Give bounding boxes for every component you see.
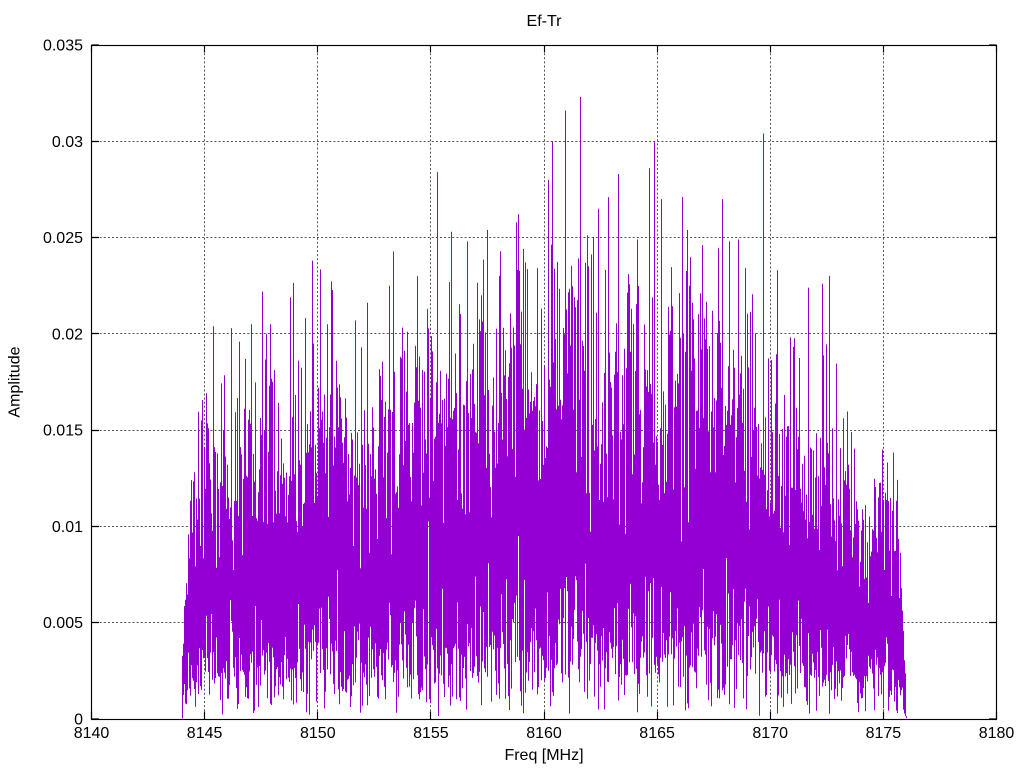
svg-text:8160: 8160 [526,725,562,742]
svg-text:8140: 8140 [74,725,110,742]
svg-text:Ef-Tr: Ef-Tr [527,13,563,30]
svg-text:Freq [MHz]: Freq [MHz] [504,747,583,764]
svg-text:0.02: 0.02 [52,326,83,343]
svg-text:8155: 8155 [413,725,449,742]
svg-text:0: 0 [74,712,83,729]
svg-text:0.015: 0.015 [43,423,83,440]
svg-text:8165: 8165 [639,725,675,742]
svg-text:Amplitude: Amplitude [7,346,24,417]
svg-text:8170: 8170 [752,725,788,742]
svg-text:0.03: 0.03 [52,134,83,151]
svg-text:0.025: 0.025 [43,230,83,247]
svg-text:0.035: 0.035 [43,38,83,55]
svg-text:8145: 8145 [187,725,223,742]
svg-text:0.005: 0.005 [43,615,83,632]
svg-text:8175: 8175 [866,725,902,742]
svg-text:8180: 8180 [979,725,1015,742]
svg-text:8150: 8150 [300,725,336,742]
svg-text:0.01: 0.01 [52,519,83,536]
